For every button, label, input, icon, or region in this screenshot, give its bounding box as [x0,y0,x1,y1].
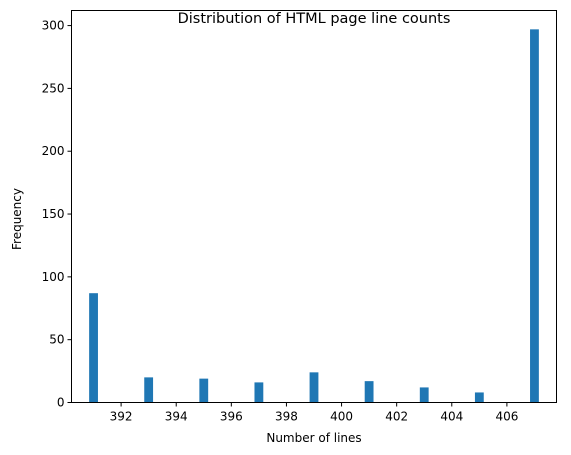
chart-title: Distribution of HTML page line counts [178,11,451,27]
bar-401 [364,381,374,403]
bar-395 [199,378,209,403]
y-tick-label-300: 300 [42,19,65,33]
bar-391 [89,293,98,403]
y-tick-label-200: 200 [42,144,65,158]
bar-407 [530,29,539,403]
y-tick-label-150: 150 [42,207,65,221]
x-tick-label-404: 404 [440,410,463,424]
bar-405 [474,392,484,403]
y-tick-label-250: 250 [42,81,65,95]
bar-393 [144,377,154,403]
y-axis-label: Frequency [10,188,24,250]
bars-group [89,29,539,403]
x-axis-label: Number of lines [266,431,361,445]
x-tick-label-402: 402 [385,410,408,424]
x-tick-label-398: 398 [275,410,298,424]
plot-frame [71,10,557,403]
y-tick-label-100: 100 [42,270,65,284]
y-tick-label-50: 50 [49,333,64,347]
x-tick-label-396: 396 [220,410,243,424]
x-tick-label-400: 400 [330,410,353,424]
x-tick-label-392: 392 [110,410,133,424]
bar-403 [419,387,429,403]
bar-399 [309,372,319,403]
x-tick-label-394: 394 [165,410,188,424]
y-axis-ticks: 0 50 100 150 200 250 300 [42,19,72,410]
bar-397 [254,382,264,403]
x-tick-label-406: 406 [495,410,518,424]
y-tick-label-0: 0 [57,396,65,410]
x-axis-ticks: 392 394 396 398 400 402 404 406 [110,402,518,424]
